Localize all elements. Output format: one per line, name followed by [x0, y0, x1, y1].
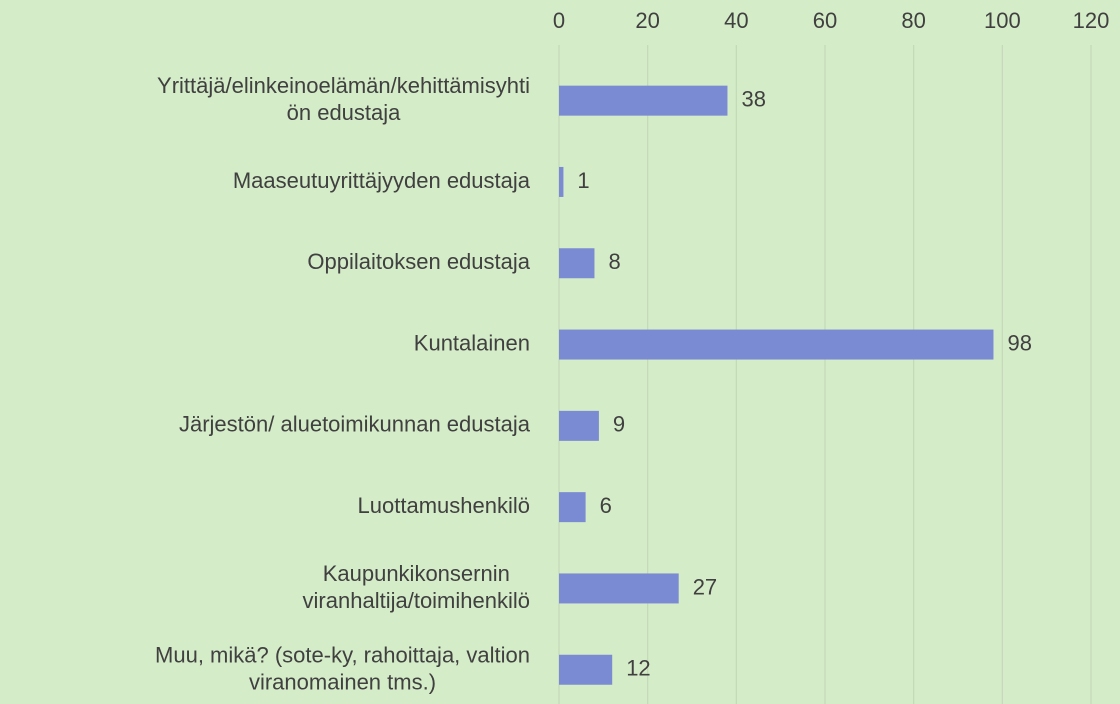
x-tick-label: 40 — [724, 8, 748, 33]
bar — [559, 166, 564, 197]
value-label: 27 — [693, 574, 717, 599]
category-label: Maaseutuyrittäjyyden edustaja — [233, 168, 531, 193]
value-label: 8 — [608, 249, 620, 274]
bar — [559, 85, 728, 116]
x-tick-label: 20 — [635, 8, 659, 33]
x-tick-label: 100 — [984, 8, 1021, 33]
bar — [559, 654, 613, 685]
bar — [559, 248, 595, 279]
x-tick-label: 120 — [1073, 8, 1110, 33]
value-label: 1 — [577, 168, 589, 193]
value-label: 98 — [1007, 330, 1031, 355]
category-label: Kuntalainen — [414, 330, 530, 355]
category-label: Muu, mikä? (sote-ky, rahoittaja, valtion… — [155, 642, 530, 694]
value-label: 9 — [613, 412, 625, 437]
category-label: Kaupunkikonsernin viranhaltija/toimihenki… — [303, 561, 530, 613]
x-tick-label: 60 — [813, 8, 837, 33]
category-label: Oppilaitoksen edustaja — [307, 249, 530, 274]
category-label: Luottamushenkilö — [358, 493, 530, 518]
bar — [559, 329, 994, 360]
category-label: Järjestön/ aluetoimikunnan edustaja — [179, 412, 531, 437]
value-label: 6 — [600, 493, 612, 518]
value-label: 38 — [741, 86, 765, 111]
bar — [559, 573, 679, 604]
category-label: Yrittäjä/elinkeinoelämän/kehittämisyhti ö… — [157, 73, 530, 125]
bar — [559, 492, 586, 523]
x-tick-label: 80 — [901, 8, 925, 33]
x-tick-label: 0 — [553, 8, 565, 33]
value-label: 12 — [626, 656, 650, 681]
bar — [559, 410, 599, 441]
